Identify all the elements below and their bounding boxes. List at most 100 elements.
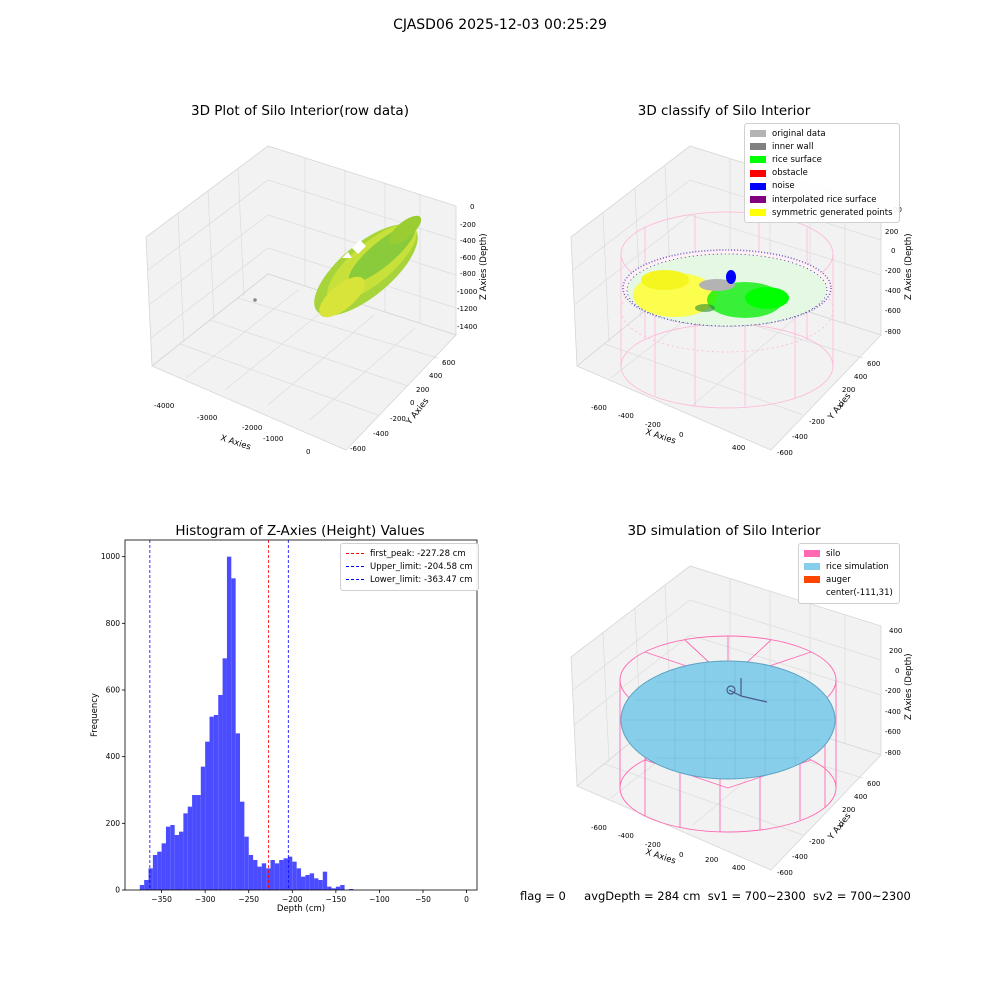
histogram-bar <box>148 868 153 890</box>
histogram-legend: first_peak: -227.28 cm Upper_limit: -204… <box>340 543 479 591</box>
classify-legend: original data inner wall rice surface ob… <box>744 123 900 224</box>
histogram-bar <box>340 885 345 890</box>
histogram-bar <box>200 766 206 890</box>
histogram-xticks: −350 −300 −250 −200 −150 −100 −50 0 <box>151 890 469 904</box>
histogram-bar <box>213 715 219 890</box>
x-tick-label: −200 <box>282 895 303 904</box>
histogram-bar <box>257 866 262 890</box>
histogram-yticks: 0 200 400 600 800 1000 <box>101 552 125 895</box>
raw-ytick: 200 <box>416 386 429 394</box>
classify-grid <box>572 158 882 416</box>
histogram-bar <box>152 855 158 890</box>
classify-ytick: 0 <box>839 401 843 409</box>
histogram-bar <box>274 863 280 890</box>
histogram-bar <box>248 855 254 890</box>
legend-swatch <box>750 143 766 151</box>
plot-raw-axes: -4000 -3000 -2000 -1000 0 X Axies -600 -… <box>145 145 489 456</box>
raw-ylabel: Y Axies <box>404 396 432 428</box>
classify-zlabel: Z Axies (Depth) <box>904 233 914 300</box>
legend-line <box>346 579 364 581</box>
sim-ylabel: Y Axies <box>826 811 854 843</box>
histogram-bar <box>335 886 341 890</box>
histogram-bar <box>327 886 332 890</box>
flag-text: flag = 0 <box>520 889 566 903</box>
y-tick-label: 400 <box>106 752 121 761</box>
x-tick-label: −300 <box>195 895 216 904</box>
classify-ztick: 200 <box>885 228 898 236</box>
histogram-bar <box>270 860 275 890</box>
plot-sim-axes: -600 -400 -200 0 200 400 X Axies -600 -4… <box>570 565 914 877</box>
histogram-bar <box>279 860 284 890</box>
legend-label: rice surface <box>772 154 822 165</box>
sim-xtick: 0 <box>679 851 683 859</box>
avg-depth-text: avgDepth = 284 cm <box>584 889 701 903</box>
y-tick-label: 0 <box>115 886 120 895</box>
classify-ytick: 600 <box>867 360 880 368</box>
sim-xtick: -600 <box>591 824 607 832</box>
x-tick-label: −150 <box>326 895 347 904</box>
raw-ytick: -200 <box>390 415 406 423</box>
legend-line <box>346 553 364 555</box>
sim-ztick: 0 <box>895 667 899 675</box>
classify-ylabel: Y Axies <box>826 391 854 423</box>
histogram-bar <box>187 806 193 890</box>
raw-xtick: -2000 <box>242 424 262 432</box>
legend-swatch <box>804 576 820 584</box>
sim-ytick: 0 <box>839 821 843 829</box>
classify-ztick: -800 <box>885 328 901 336</box>
raw-ytick: 600 <box>442 359 455 367</box>
histogram-bar <box>318 880 323 890</box>
legend-label: Upper_limit: -204.58 cm <box>370 561 473 572</box>
y-tick-label: 1000 <box>101 552 120 561</box>
sim-ztick: -600 <box>885 728 901 736</box>
histogram-bar <box>309 873 315 890</box>
histogram-bar <box>209 716 214 890</box>
legend-swatch <box>804 550 820 558</box>
raw-xtick: -1000 <box>263 435 283 443</box>
histogram-bar <box>170 825 175 890</box>
raw-ztick: -1200 <box>457 305 477 313</box>
histogram-bar <box>314 878 319 890</box>
legend-swatch <box>750 209 766 217</box>
raw-ztick: -1000 <box>457 288 477 296</box>
sim-auger-icon <box>726 678 768 703</box>
histogram-frame <box>124 539 478 891</box>
histogram-bar <box>266 868 271 890</box>
legend-label: center(-111,31) <box>826 588 893 599</box>
sim-xlabel: X Axies <box>644 847 677 866</box>
sim-ytick: 200 <box>842 806 855 814</box>
legend-swatch <box>750 169 766 177</box>
sim-ytick: 400 <box>854 793 867 801</box>
classify-ztick: 0 <box>891 247 895 255</box>
legend-label: noise <box>772 181 795 192</box>
histogram-bar <box>283 858 288 890</box>
histogram-bar <box>331 888 336 890</box>
histogram-bar <box>226 556 232 890</box>
histogram-bar <box>157 851 162 890</box>
classify-ztick: -200 <box>885 267 901 275</box>
histogram-bar <box>253 860 258 890</box>
legend-swatch <box>750 130 766 138</box>
raw-ztick: -600 <box>460 254 476 262</box>
sim-ztick: 400 <box>889 627 902 635</box>
sv1-text: sv1 = 700~2300 <box>707 889 806 903</box>
histogram-bar <box>144 880 149 890</box>
raw-ztick: -1400 <box>457 323 477 331</box>
raw-ztick: -200 <box>460 221 476 229</box>
sim-ztick: -400 <box>885 708 901 716</box>
plot-raw-title: 3D Plot of Silo Interior(row data) <box>191 103 409 119</box>
histogram-bar <box>244 836 249 890</box>
raw-ytick: 400 <box>429 372 442 380</box>
legend-label: inner wall <box>772 141 814 152</box>
histogram-bars <box>139 556 354 890</box>
raw-ztick: 0 <box>470 203 474 211</box>
legend-label: silo <box>826 548 841 559</box>
plot-sim-title: 3D simulation of Silo Interior <box>627 523 821 539</box>
raw-ztick: -400 <box>460 237 476 245</box>
sim-zlabel: Z Axies (Depth) <box>904 653 914 720</box>
legend-swatch <box>750 196 766 204</box>
legend-swatch <box>804 590 820 597</box>
classify-xtick: 0 <box>679 431 683 439</box>
histogram-bar <box>183 813 188 890</box>
figure-title: CJASD06 2025-12-03 00:25:29 <box>393 17 607 33</box>
